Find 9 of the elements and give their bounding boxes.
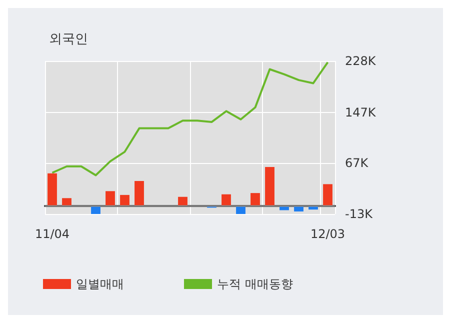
y-tick-label: 228K (345, 54, 377, 68)
y-tick-label: 147K (345, 105, 377, 120)
y-tick-label: -13K (345, 207, 374, 221)
y-tick-label: 67K (345, 156, 370, 170)
x-tick-label: 12/03 (310, 227, 346, 241)
legend-label: 누적 매매동향 (217, 277, 293, 291)
x-tick-label: 11/04 (34, 227, 70, 241)
legend-label: 일별매매 (76, 277, 124, 291)
chart-title: 외국인 (49, 32, 88, 47)
